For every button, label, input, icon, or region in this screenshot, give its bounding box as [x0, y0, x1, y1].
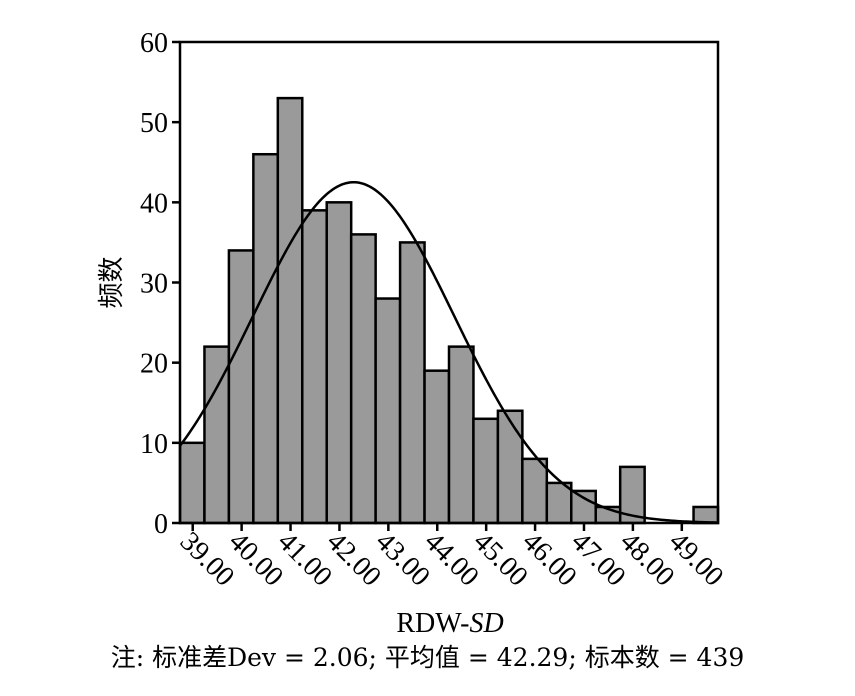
x-tick-label: 48.00: [614, 526, 680, 592]
histogram-bar: [570, 489, 597, 525]
y-tick-label: 10: [140, 429, 168, 460]
x-axis-label-italic: SD: [469, 608, 503, 639]
x-tick-label: 42.00: [320, 526, 386, 592]
histogram-bar: [447, 345, 475, 525]
x-tick-label: 39.00: [174, 526, 240, 592]
x-tick-label: 49.00: [663, 526, 729, 592]
x-tick-label: 40.00: [223, 526, 289, 592]
histogram-bar: [472, 417, 500, 525]
histogram-bar: [692, 505, 720, 525]
histogram-bar: [325, 201, 353, 525]
stats-note: 注: 标准差Dev = 2.06; 平均值 = 42.29; 标本数 = 439: [110, 643, 745, 672]
histogram-bar: [227, 249, 255, 525]
y-tick-label: 0: [154, 509, 168, 540]
y-tick-label: 60: [140, 28, 168, 59]
histogram-bar: [521, 457, 549, 525]
histogram-bar: [374, 297, 402, 525]
histogram-bar: [398, 241, 426, 525]
y-tick-label: 40: [140, 188, 168, 219]
y-tick-label: 20: [140, 349, 168, 380]
histogram-bar: [349, 233, 377, 525]
y-axis-label: 频数: [97, 256, 127, 308]
histogram-bar: [496, 409, 524, 525]
x-tick-label: 47.00: [565, 526, 631, 592]
normal-curve: [178, 180, 719, 524]
x-axis-label-main: RDW-: [396, 608, 469, 639]
x-tick-label: 44.00: [418, 526, 484, 592]
x-axis: 39.0040.0041.0042.0043.0044.0045.0046.00…: [174, 523, 729, 592]
x-tick-label: 45.00: [467, 526, 533, 592]
y-axis: 0 10 20 30 40 50 60: [140, 28, 180, 540]
histogram-bar: [423, 369, 451, 525]
histogram-bar: [252, 152, 280, 525]
histogram-bar: [276, 96, 304, 525]
y-tick-label: 50: [140, 108, 168, 139]
histogram-bar: [178, 441, 206, 525]
x-axis-label: RDW-SD: [396, 608, 503, 639]
x-tick-label: 41.00: [272, 526, 338, 592]
histogram-bar: [301, 209, 328, 525]
x-tick-label: 43.00: [369, 526, 435, 592]
x-tick-label: 46.00: [516, 526, 582, 592]
histogram-bars: [178, 96, 720, 525]
y-tick-label: 30: [140, 269, 168, 300]
histogram-bar: [545, 481, 573, 525]
